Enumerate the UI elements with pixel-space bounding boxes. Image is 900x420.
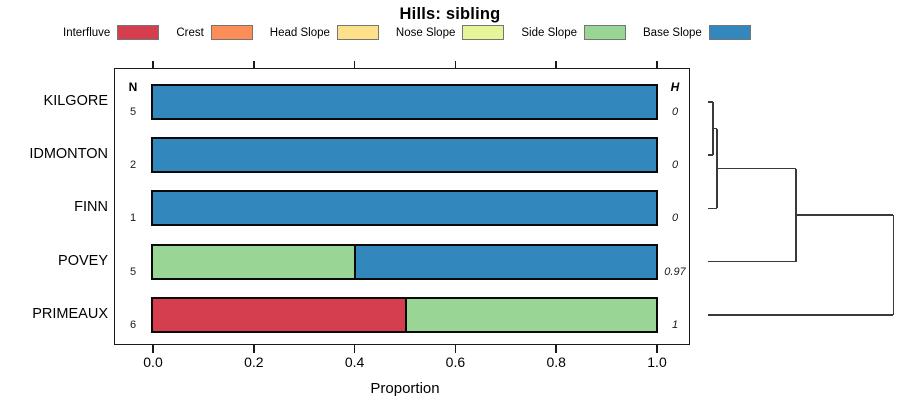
- x-axis-tick-label: 0.0: [143, 354, 163, 370]
- legend-swatch: [584, 25, 626, 40]
- x-axis-tick-top: [253, 60, 255, 68]
- x-axis-title: Proportion: [370, 380, 440, 397]
- x-axis-tick-bottom: [454, 345, 457, 353]
- h-value: 0.97: [664, 265, 686, 278]
- legend-label: Side Slope: [521, 26, 577, 39]
- stacked-bar-row: [151, 243, 658, 280]
- dendrogram-branch: [708, 314, 894, 316]
- x-axis-tick-label: 1.0: [647, 354, 667, 370]
- h-column-header: H: [670, 80, 680, 94]
- legend-label: Interfluve: [63, 26, 111, 39]
- category-label: FINN: [74, 199, 108, 216]
- stacked-bar-row: [151, 137, 658, 174]
- bar-segment-base-slope: [354, 245, 656, 278]
- x-axis-tick-bottom: [253, 345, 255, 353]
- x-axis-tick-bottom: [555, 345, 557, 353]
- legend-label: Base Slope: [643, 26, 702, 39]
- h-value: 0: [671, 106, 679, 118]
- n-value: 6: [129, 318, 137, 331]
- x-axis-tick-top: [656, 60, 658, 68]
- legend-label: Head Slope: [269, 26, 330, 39]
- x-axis-tick-top: [353, 60, 356, 68]
- legend-swatch: [210, 25, 253, 40]
- h-value: 0: [671, 212, 679, 225]
- category-label: PRIMEAUX: [32, 305, 108, 322]
- n-value: 5: [129, 106, 137, 118]
- dendrogram-branch: [712, 127, 717, 130]
- legend-swatch: [336, 25, 379, 40]
- bar-segment-base-slope: [153, 139, 656, 172]
- dendrogram-branch: [708, 101, 713, 103]
- x-axis-tick-label: 0.4: [344, 354, 365, 370]
- dendrogram-branch: [708, 207, 717, 210]
- category-label: IDMONTON: [29, 146, 108, 163]
- n-column-header: N: [128, 80, 138, 94]
- legend-swatch: [462, 25, 505, 40]
- x-axis-tick-label: 0.2: [244, 354, 264, 370]
- stacked-bar-row: [151, 84, 658, 120]
- dendrogram-branch: [716, 167, 796, 170]
- x-axis-tick-label: 0.8: [546, 354, 566, 370]
- x-axis-tick-bottom: [152, 345, 154, 353]
- x-axis-tick-bottom: [353, 345, 356, 353]
- x-axis-tick-top: [152, 60, 154, 68]
- bar-segment-side-slope: [153, 245, 355, 278]
- category-label: POVEY: [58, 252, 108, 269]
- legend-item: Head Slope: [270, 25, 379, 40]
- legend-item: Side Slope: [521, 25, 626, 40]
- legend-label: Nose Slope: [395, 26, 456, 39]
- legend: Interfluve Crest Head Slope Nose Slope Side …: [63, 25, 751, 40]
- x-axis-tick-bottom: [656, 345, 658, 353]
- dendrogram-branch: [708, 154, 713, 156]
- bar-segment-side-slope: [404, 298, 656, 331]
- legend-swatch: [117, 25, 160, 40]
- legend-label: Crest: [176, 26, 204, 39]
- legend-item: Crest: [176, 25, 253, 40]
- chart-title: Hills: sibling: [399, 5, 501, 23]
- dendrogram-branch: [796, 214, 894, 216]
- n-value: 2: [129, 159, 137, 172]
- bar-segment-base-slope: [153, 192, 656, 225]
- dendrogram-branch: [708, 260, 797, 263]
- stacked-bar-row: [151, 296, 658, 333]
- bar-segment-interfluve: [153, 298, 405, 331]
- h-value: 0: [671, 159, 679, 172]
- x-axis-tick-label: 0.6: [445, 354, 466, 370]
- h-value: 1: [671, 318, 679, 331]
- category-label: KILGORE: [43, 93, 108, 109]
- legend-item: Nose Slope: [395, 25, 505, 40]
- stacked-bar-row: [151, 190, 658, 227]
- legend-item: Base Slope: [643, 25, 751, 40]
- bar-segment-base-slope: [153, 86, 656, 118]
- x-axis-tick-top: [555, 60, 557, 68]
- n-value: 1: [129, 212, 137, 225]
- legend-item: Interfluve: [63, 25, 160, 40]
- x-axis-tick-top: [454, 60, 457, 68]
- legend-swatch: [708, 25, 751, 40]
- dendrogram-join: [892, 215, 894, 315]
- n-value: 5: [129, 265, 137, 278]
